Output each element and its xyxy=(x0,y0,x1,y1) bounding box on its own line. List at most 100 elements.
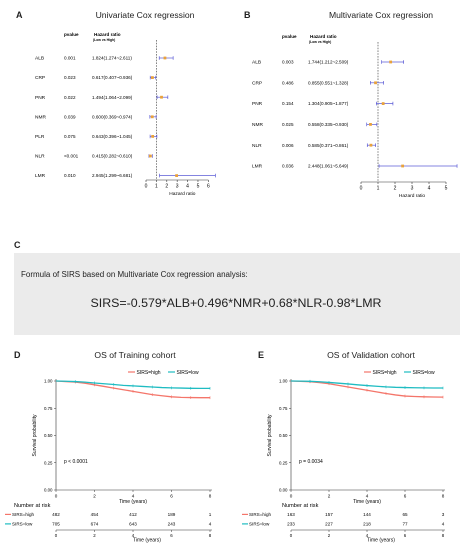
panel-title-b: Multivariate Cox regression xyxy=(328,10,434,20)
risk-count: 218 xyxy=(363,522,371,527)
hr-point xyxy=(374,81,377,85)
risk-count: 454 xyxy=(91,512,99,517)
panel-label-d: D xyxy=(14,350,21,360)
risk-table-heading: Number at risk xyxy=(14,503,51,509)
risk-table-heading: Number at risk xyxy=(282,503,319,509)
x-tick-label: 8 xyxy=(442,494,445,499)
panel-title-e: OS of Validation cohort xyxy=(327,350,415,360)
x-tick-label: 6 xyxy=(170,494,173,499)
row-variable-label: PLR xyxy=(35,134,45,140)
risk-count: 705 xyxy=(52,522,60,527)
y-tick-label: 0.75 xyxy=(44,406,53,411)
row-variable-label: NMR xyxy=(35,114,46,120)
legend-label: SIRS=low xyxy=(177,370,199,376)
km-curve xyxy=(55,380,210,399)
hr-point xyxy=(369,143,373,147)
x-tick-label: 1 xyxy=(377,186,380,192)
risk-x-tick-label: 4 xyxy=(366,533,369,538)
x-axis-label: Hazard ratio xyxy=(169,191,195,197)
row-variable-label: NLR xyxy=(35,154,45,160)
risk-count: 77 xyxy=(402,522,408,527)
row-hr-text: 0.585(0.371~0.861) xyxy=(308,143,349,148)
row-pvalue: 0.075 xyxy=(64,134,76,139)
risk-count: 412 xyxy=(129,512,137,517)
hr-point xyxy=(163,56,167,60)
risk-x-tick-label: 2 xyxy=(328,533,331,538)
risk-count: 163 xyxy=(287,512,295,517)
row-hr-text: 0.617(0.407~0.936) xyxy=(92,75,133,80)
hazard-ratio-header: Hazard ratio xyxy=(310,34,337,39)
row-hr-text: 0.415(0.282~0.610) xyxy=(92,154,133,159)
risk-row-name: SIRS=low xyxy=(12,522,33,527)
formula-box xyxy=(14,253,460,335)
x-tick-label: 5 xyxy=(445,186,448,192)
y-tick-label: 0.75 xyxy=(279,406,288,411)
panel-label-a: A xyxy=(16,10,23,20)
y-tick-label: 1.00 xyxy=(279,379,288,384)
y-tick-label: 0.50 xyxy=(44,433,53,438)
row-hr-text: 1.824(1.274~2.611) xyxy=(92,56,132,61)
y-axis-label: Survival probability xyxy=(267,414,273,456)
x-tick-label: 0 xyxy=(290,494,293,499)
row-hr-text: 0.558(0.335~0.930) xyxy=(308,122,349,127)
risk-count: 4 xyxy=(442,522,445,527)
row-hr-text: 2.945(1.299~6.681) xyxy=(92,173,133,178)
hr-point xyxy=(150,115,154,119)
hr-point xyxy=(401,164,405,168)
risk-count: 482 xyxy=(52,512,60,517)
risk-count: 189 xyxy=(168,512,176,517)
panel-label-c: C xyxy=(14,240,21,250)
risk-x-tick-label: 0 xyxy=(55,533,58,538)
x-tick-label: 3 xyxy=(176,184,179,190)
x-tick-label: 0 xyxy=(360,186,363,192)
y-tick-label: 0.00 xyxy=(279,488,288,493)
row-pvalue: 0.003 xyxy=(282,60,294,65)
risk-count: 643 xyxy=(129,522,137,527)
y-tick-label: 0.00 xyxy=(44,488,53,493)
panel-label-e: E xyxy=(258,350,265,360)
y-tick-label: 0.50 xyxy=(279,433,288,438)
x-tick-label: 4 xyxy=(428,186,431,192)
risk-count: 1 xyxy=(209,512,212,517)
x-tick-label: 5 xyxy=(197,184,200,190)
risk-row-name: SIRS=low xyxy=(249,522,270,527)
y-tick-label: 0.25 xyxy=(44,460,53,465)
x-tick-label: 6 xyxy=(404,494,407,499)
row-pvalue: 0.006 xyxy=(282,143,294,148)
forest-plot-univariate: pvalue Hazard ratio(Low vs High)ALB 0.001 1… xyxy=(35,32,216,197)
hr-point xyxy=(148,154,152,158)
hr-point xyxy=(381,102,385,105)
pvalue-header: pvalue xyxy=(64,32,79,37)
row-variable-label: PNR xyxy=(252,101,263,107)
panel-label-b: B xyxy=(244,10,251,20)
risk-count: 227 xyxy=(325,522,333,527)
x-tick-label: 2 xyxy=(165,184,168,190)
y-axis-label: Survival probability xyxy=(32,414,38,456)
hr-point xyxy=(151,76,154,79)
risk-x-tick-label: 6 xyxy=(170,533,173,538)
row-variable-label: LMR xyxy=(252,164,263,170)
row-variable-label: LMR xyxy=(35,173,46,179)
risk-x-tick-label: 6 xyxy=(404,533,407,538)
row-variable-label: CRP xyxy=(35,75,45,81)
risk-count: 243 xyxy=(168,522,176,527)
x-axis-label: Hazard ratio xyxy=(399,193,425,199)
x-tick-label: 8 xyxy=(209,494,212,499)
risk-count: 4 xyxy=(209,522,212,527)
p-value-label: p < 0.0001 xyxy=(64,459,88,465)
y-tick-label: 1.00 xyxy=(44,379,53,384)
legend-label: SIRS=low xyxy=(413,370,435,376)
x-tick-label: 6 xyxy=(207,184,210,190)
y-tick-label: 0.25 xyxy=(279,460,288,465)
x-tick-label: 2 xyxy=(328,494,331,499)
hr-point xyxy=(151,135,155,138)
row-pvalue: 0.010 xyxy=(64,173,76,178)
row-hr-text: 1.494(1.064~2.099) xyxy=(92,95,133,100)
row-hr-text: 2.448(1.061~5.649) xyxy=(308,164,349,169)
row-variable-label: CRP xyxy=(252,80,262,86)
km-plot-validation: SIRS=high SIRS=low 0.00 0.25 0.50 0.75 1.00 0 2 4… xyxy=(242,370,445,544)
hazard-ratio-header: Hazard ratio xyxy=(94,32,121,37)
risk-x-tick-label: 4 xyxy=(132,533,135,538)
legend-label: SIRS=high xyxy=(373,370,397,376)
